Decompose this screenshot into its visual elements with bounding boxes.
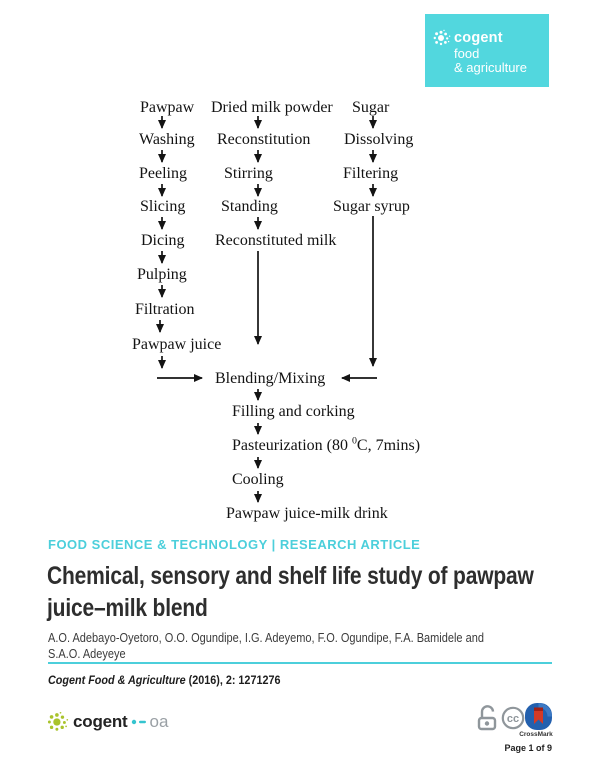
flow-step-reconstitution: Reconstitution [217, 131, 311, 148]
pasteurization-superscript: 0 [351, 435, 357, 447]
flow-step-pulping: Pulping [137, 266, 187, 283]
flow-step-pawpaw: Pawpaw [140, 99, 195, 116]
flow-step-slicing: Slicing [140, 198, 186, 215]
citation-journal: Cogent Food & Agriculture [48, 673, 186, 687]
flow-step-washing: Washing [139, 131, 195, 148]
flow-step-sugar-syrup: Sugar syrup [333, 198, 410, 215]
cogent-splat-icon [433, 29, 451, 46]
flow-step-pasteurization: Pasteurization (80 0C, 7mins) [232, 435, 421, 455]
flow-step-dicing: Dicing [141, 232, 185, 249]
pasteurization-suffix: C, 7mins) [356, 437, 421, 454]
open-access-icon [477, 705, 497, 731]
section-banner: FOOD SCIENCE & TECHNOLOGY | RESEARCH ART… [48, 537, 421, 552]
author-line1: A.O. Adebayo-Oyetoro, O.O. Ogundipe, I.G… [48, 631, 484, 645]
logo-connector-icon [131, 719, 146, 725]
flow-step-dried-milk-powder: Dried milk powder [211, 99, 333, 116]
flow-step-product: Pawpaw juice-milk drink [226, 505, 388, 522]
flow-step-cooling: Cooling [232, 471, 284, 488]
flow-step-filtering: Filtering [343, 165, 399, 182]
flow-step-stirring: Stirring [224, 165, 273, 182]
flow-step-sugar: Sugar [352, 99, 390, 116]
masthead-brand: cogent [454, 30, 503, 46]
publisher-logo: cogent oa [46, 711, 168, 733]
citation-volume: (2016), 2: 1271276 [185, 673, 281, 687]
article-title: Chemical, sensory and shelf life study o… [47, 560, 534, 624]
publisher-suffix: oa [149, 712, 169, 731]
cc-text: cc [507, 713, 519, 725]
citation: Cogent Food & Agriculture (2016), 2: 127… [48, 673, 280, 687]
cc-icon: cc [501, 706, 525, 730]
flow-step-peeling: Peeling [139, 165, 187, 182]
footer-badges: cc [477, 702, 552, 742]
flow-step-pawpaw-juice: Pawpaw juice [132, 336, 222, 353]
flow-step-dissolving: Dissolving [344, 131, 414, 148]
flow-step-blending-mixing: Blending/Mixing [215, 370, 326, 387]
divider-rule [48, 662, 552, 664]
page-indicator: Page 1 of 9 [504, 743, 552, 753]
article-title-line1: Chemical, sensory and shelf life study o… [47, 562, 534, 590]
flow-step-standing: Standing [221, 198, 278, 215]
author-list: A.O. Adebayo-Oyetoro, O.O. Ogundipe, I.G… [48, 630, 484, 662]
article-title-line2: juice–milk blend [47, 594, 208, 622]
cogent-splat-icon [47, 711, 69, 731]
author-line2: S.A.O. Adeyeye [48, 647, 126, 661]
flow-step-reconstituted-milk: Reconstituted milk [215, 232, 337, 249]
crossmark-label: CrossMark [519, 731, 553, 738]
flow-step-filling-corking: Filling and corking [232, 403, 355, 420]
publisher-brand: cogent [73, 712, 128, 731]
pasteurization-prefix: Pasteurization (80 [232, 437, 352, 454]
masthead-line2: food [454, 46, 480, 61]
crossmark-icon[interactable] [524, 702, 553, 731]
masthead-line3: & agriculture [454, 60, 527, 75]
journal-masthead: cogent food & agriculture [425, 14, 549, 87]
flow-step-filtration: Filtration [135, 301, 195, 318]
